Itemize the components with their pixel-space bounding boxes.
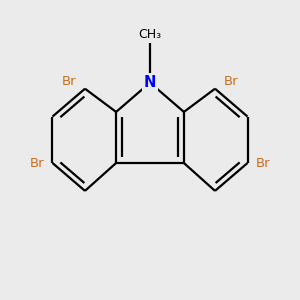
Text: Br: Br: [256, 157, 271, 169]
Text: CH₃: CH₃: [138, 28, 162, 41]
Text: Br: Br: [29, 157, 44, 169]
Text: N: N: [144, 75, 156, 90]
Text: Br: Br: [224, 75, 238, 88]
Text: Br: Br: [62, 75, 76, 88]
